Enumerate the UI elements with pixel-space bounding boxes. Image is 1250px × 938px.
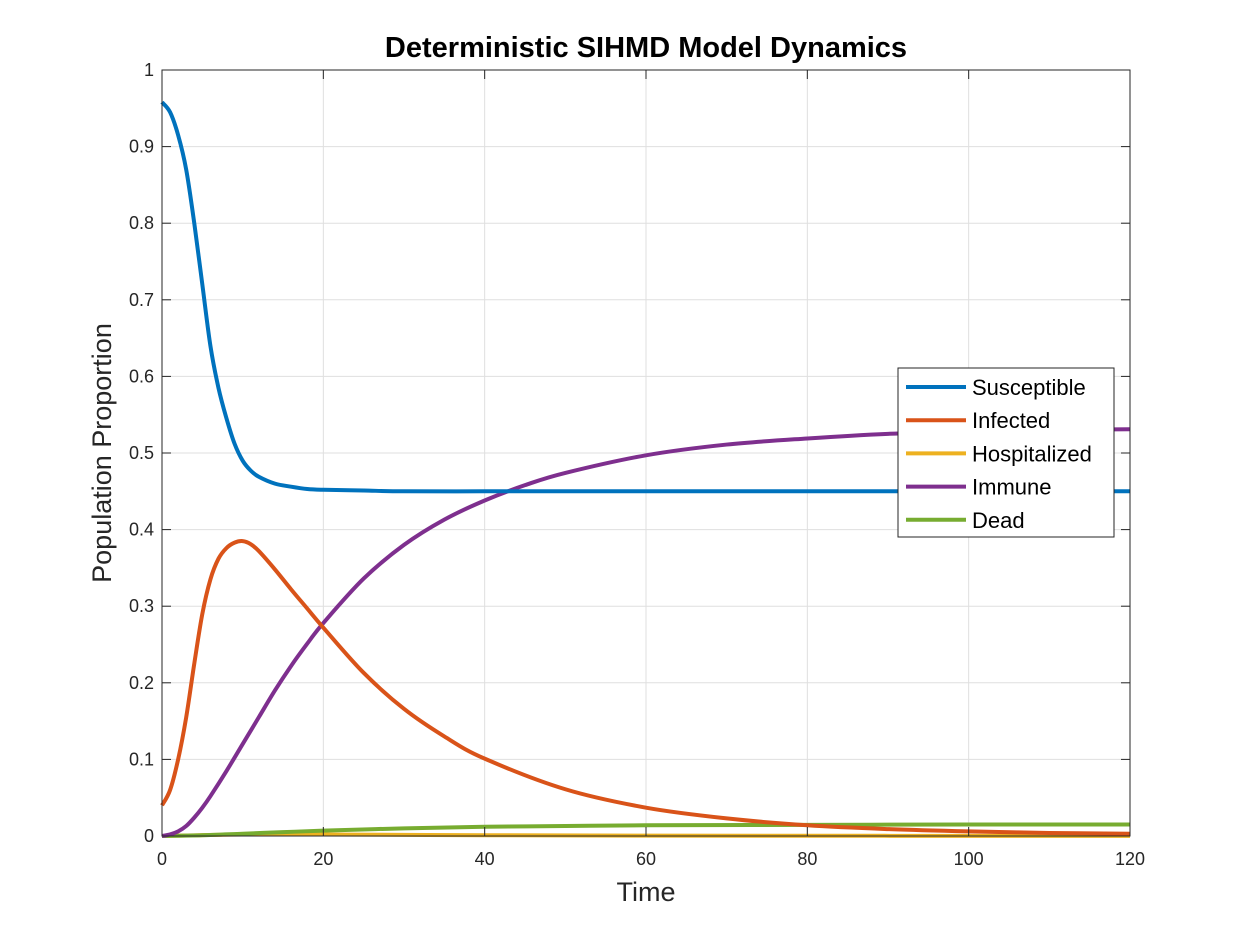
x-tick-label: 60: [636, 849, 656, 869]
x-tick-label: 120: [1115, 849, 1145, 869]
chart-title: Deterministic SIHMD Model Dynamics: [385, 32, 907, 64]
series-line-susceptible: [160, 100, 1130, 494]
legend-label-susceptible: Susceptible: [972, 375, 1086, 400]
series-line-dead: [161, 822, 1131, 838]
y-tick-label: 0.8: [129, 213, 154, 233]
axis-ticks: 0 20 40 60 80 100 120 0 0.1 0.2 0.3 0.4 0.5 0.6 0.7 0.8…: [129, 60, 1145, 869]
legend-label-hospitalized: Hospitalized: [972, 441, 1092, 466]
legend: Susceptible Infected Hospitalized Immune Dea…: [897, 367, 1115, 538]
legend-label-infected: Infected: [972, 408, 1050, 433]
y-tick-label: 0.1: [129, 749, 154, 769]
y-tick-label: 0.2: [129, 673, 154, 693]
series-line-immune: [161, 427, 1131, 838]
y-tick-label: 0.3: [129, 596, 154, 616]
legend-label-immune: Immune: [972, 475, 1051, 500]
x-tick-label: 100: [954, 849, 984, 869]
x-tick-label: 80: [797, 849, 817, 869]
y-tick-label: 0.4: [129, 520, 154, 540]
legend-label-dead: Dead: [972, 508, 1025, 533]
x-tick-label: 40: [475, 849, 495, 869]
y-tick-label: 0.6: [129, 366, 154, 386]
y-tick-label: 0.9: [129, 137, 154, 157]
y-tick-label: 0: [144, 826, 154, 846]
y-tick-label: 0.5: [129, 443, 154, 463]
y-tick-label: 1: [144, 60, 154, 80]
y-axis-label: Population Proportion: [87, 323, 117, 583]
x-tick-label: 0: [157, 849, 167, 869]
y-tick-label: 0.7: [129, 290, 154, 310]
series-line-infected: [160, 539, 1131, 836]
x-axis-label: Time: [617, 877, 676, 907]
x-tick-label: 20: [313, 849, 333, 869]
